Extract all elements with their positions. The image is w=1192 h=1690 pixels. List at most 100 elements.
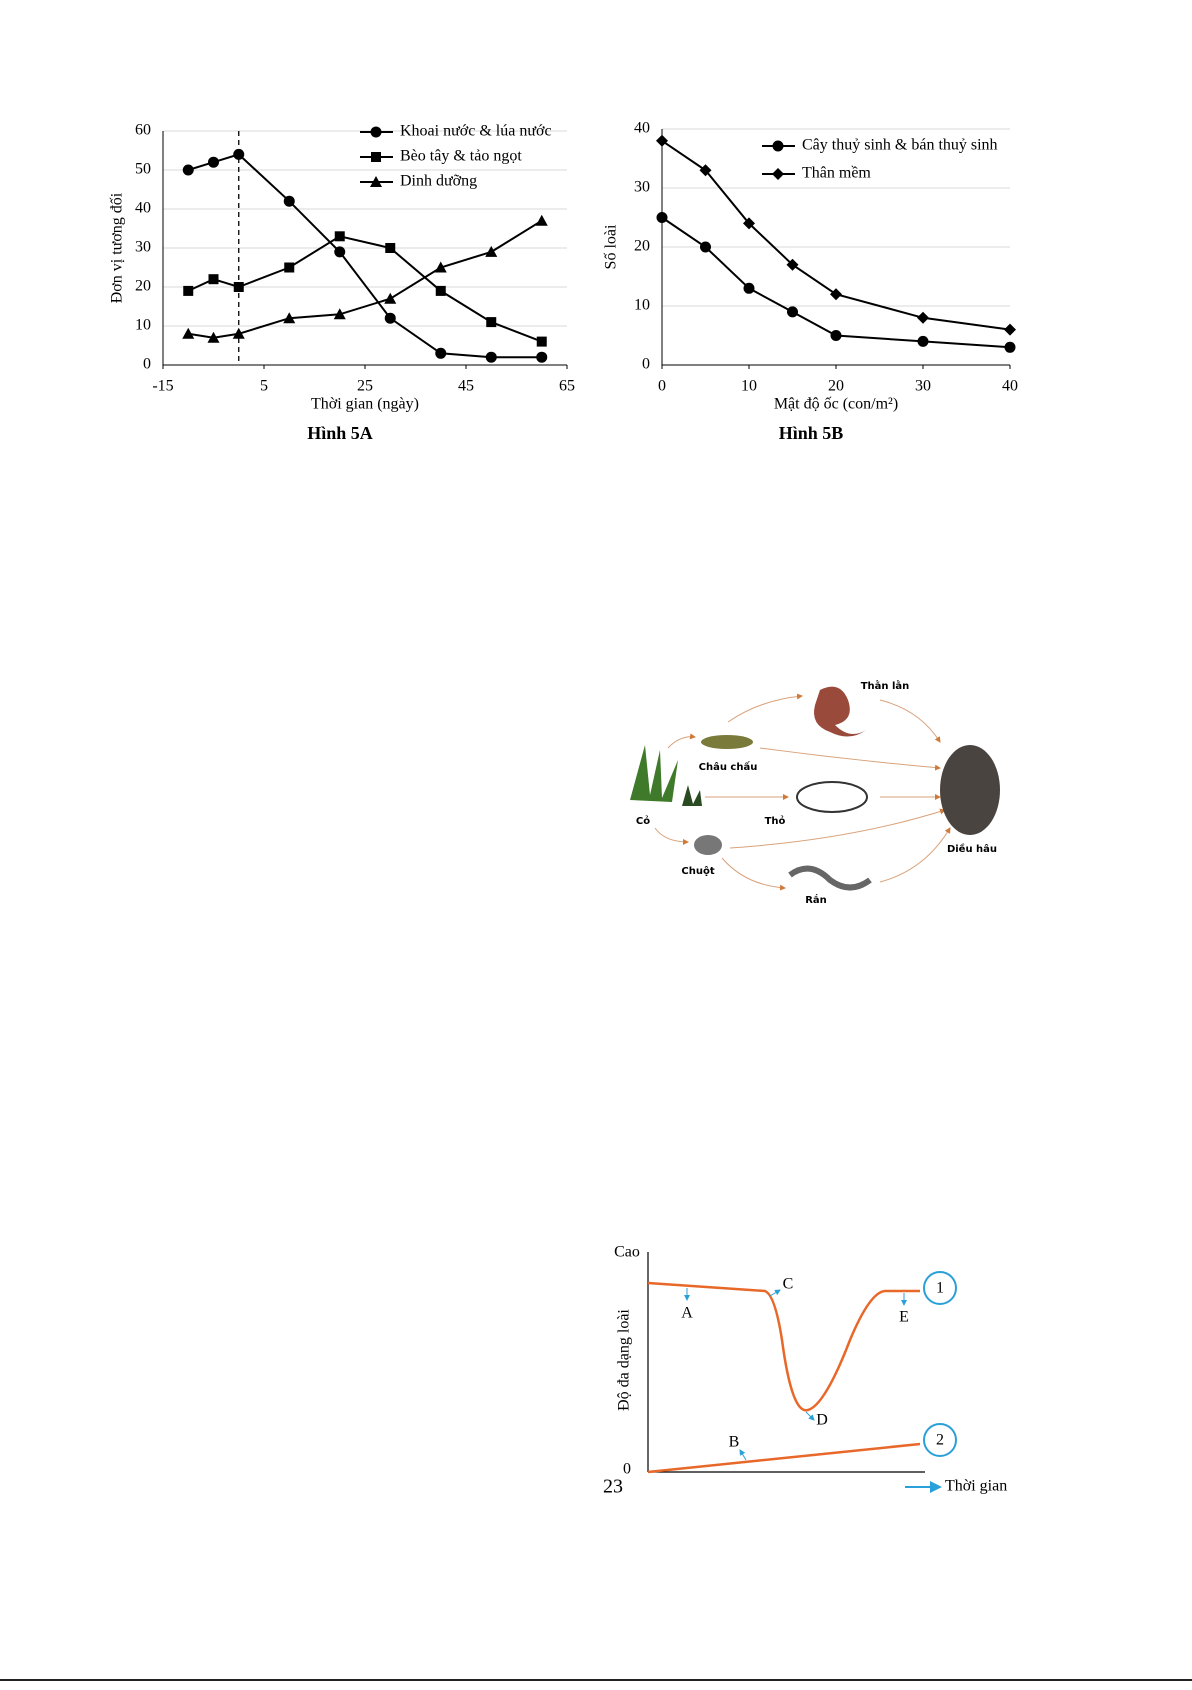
marker — [772, 140, 784, 152]
marker — [1004, 323, 1016, 336]
marker — [182, 164, 194, 176]
marker — [830, 288, 842, 301]
marker — [435, 285, 446, 296]
node-label: Rắn — [805, 893, 827, 906]
pointer — [769, 1289, 781, 1297]
marker — [334, 246, 346, 258]
mouse-icon — [694, 835, 722, 855]
lizard-icon — [814, 686, 866, 737]
marker — [182, 327, 195, 339]
arrow — [729, 808, 946, 849]
marker — [656, 134, 668, 147]
x-tick-label: 30 — [915, 378, 931, 395]
y-tick-label: 30 — [135, 239, 151, 256]
x-tick-label: 10 — [741, 378, 757, 395]
y-tick-label: 50 — [135, 161, 151, 178]
origin-label: 0 — [623, 1461, 631, 1478]
marker — [535, 214, 548, 226]
food-web: Cỏ Châu chấu Thằn lằn Thỏ Chuột Rắn Diều… — [630, 679, 1000, 906]
grass-icon — [630, 745, 702, 806]
marker — [233, 282, 244, 292]
x-tick-label: 40 — [1002, 378, 1018, 395]
node-label: Cỏ — [636, 815, 650, 827]
y-axis-label: Đơn vị tương đối — [109, 192, 126, 303]
marker — [536, 351, 548, 363]
node-label: Thỏ — [765, 815, 786, 827]
legend-label: Cây thuỷ sinh & bán thuỷ sinh — [802, 137, 998, 154]
marker — [787, 306, 798, 318]
y-top-label: Cao — [614, 1244, 640, 1261]
y-axis-label: Số loài — [603, 224, 620, 269]
marker — [370, 176, 382, 187]
x-tick-label: -15 — [152, 378, 173, 395]
y-tick-label: 40 — [135, 200, 151, 217]
marker — [699, 164, 712, 177]
marker — [830, 330, 842, 341]
marker — [772, 168, 784, 180]
rabbit-icon — [796, 781, 868, 813]
grasshopper-icon — [701, 735, 753, 749]
marker — [435, 347, 447, 359]
x-tick-label: 25 — [357, 378, 373, 395]
marker — [656, 212, 668, 223]
pointer — [805, 1411, 815, 1421]
arrow — [879, 827, 951, 883]
y-tick-label: 60 — [135, 122, 151, 139]
marker — [700, 241, 711, 253]
arrow — [721, 857, 786, 891]
y-tick-label: 0 — [642, 356, 650, 373]
curve-badge — [923, 1423, 957, 1457]
legend-label: Khoai nước & lúa nước — [400, 123, 552, 140]
marker — [743, 217, 755, 230]
diversity-diagram: 1 2 A B C D E Cao 0 Độ đa dạng loài Thời… — [614, 1244, 1007, 1495]
marker — [371, 152, 381, 162]
series-line — [661, 216, 1011, 349]
page-number: 23 — [603, 1476, 623, 1498]
marker — [208, 274, 219, 285]
curve — [647, 1281, 920, 1412]
arrow — [654, 827, 689, 845]
arrow — [727, 693, 803, 723]
marker — [283, 312, 296, 324]
curve — [647, 1442, 921, 1474]
pointer — [739, 1449, 747, 1461]
x-tick-label: 0 — [658, 378, 666, 395]
marker — [1004, 341, 1016, 353]
curve-badge — [923, 1271, 957, 1305]
marker — [233, 148, 245, 160]
point-label: C — [783, 1276, 794, 1293]
y-axis-label: Độ đa dạng loài — [616, 1309, 633, 1411]
marker — [917, 335, 929, 347]
marker — [284, 262, 295, 273]
x-tick-label: 5 — [260, 378, 268, 395]
marker — [385, 243, 396, 253]
marker — [917, 311, 929, 324]
node-label: Châu chấu — [699, 760, 758, 773]
y-tick-label: 40 — [634, 120, 650, 137]
y-tick-label: 10 — [135, 317, 151, 334]
x-axis-label: Thời gian (ngày) — [311, 396, 419, 413]
marker — [370, 126, 382, 138]
arrow — [759, 747, 941, 771]
point-label: A — [681, 1305, 693, 1322]
snake-icon — [788, 865, 872, 891]
node-label: Thằn lằn — [861, 679, 910, 692]
curve-label: 2 — [936, 1432, 944, 1449]
marker — [333, 308, 346, 320]
y-tick-label: 20 — [135, 278, 151, 295]
marker — [232, 327, 245, 339]
x-tick-label: 65 — [559, 378, 575, 395]
marker — [486, 317, 497, 328]
caption: Hình 5B — [779, 423, 844, 443]
point-label: B — [729, 1434, 740, 1451]
curve-label: 1 — [936, 1280, 944, 1297]
legend-label: Dinh dưỡng — [400, 173, 477, 190]
x-tick-label: 45 — [458, 378, 474, 395]
y-tick-label: 30 — [634, 179, 650, 196]
marker — [536, 336, 547, 347]
node-label: Chuột — [681, 865, 714, 877]
marker — [384, 292, 397, 304]
point-label: D — [816, 1412, 828, 1429]
